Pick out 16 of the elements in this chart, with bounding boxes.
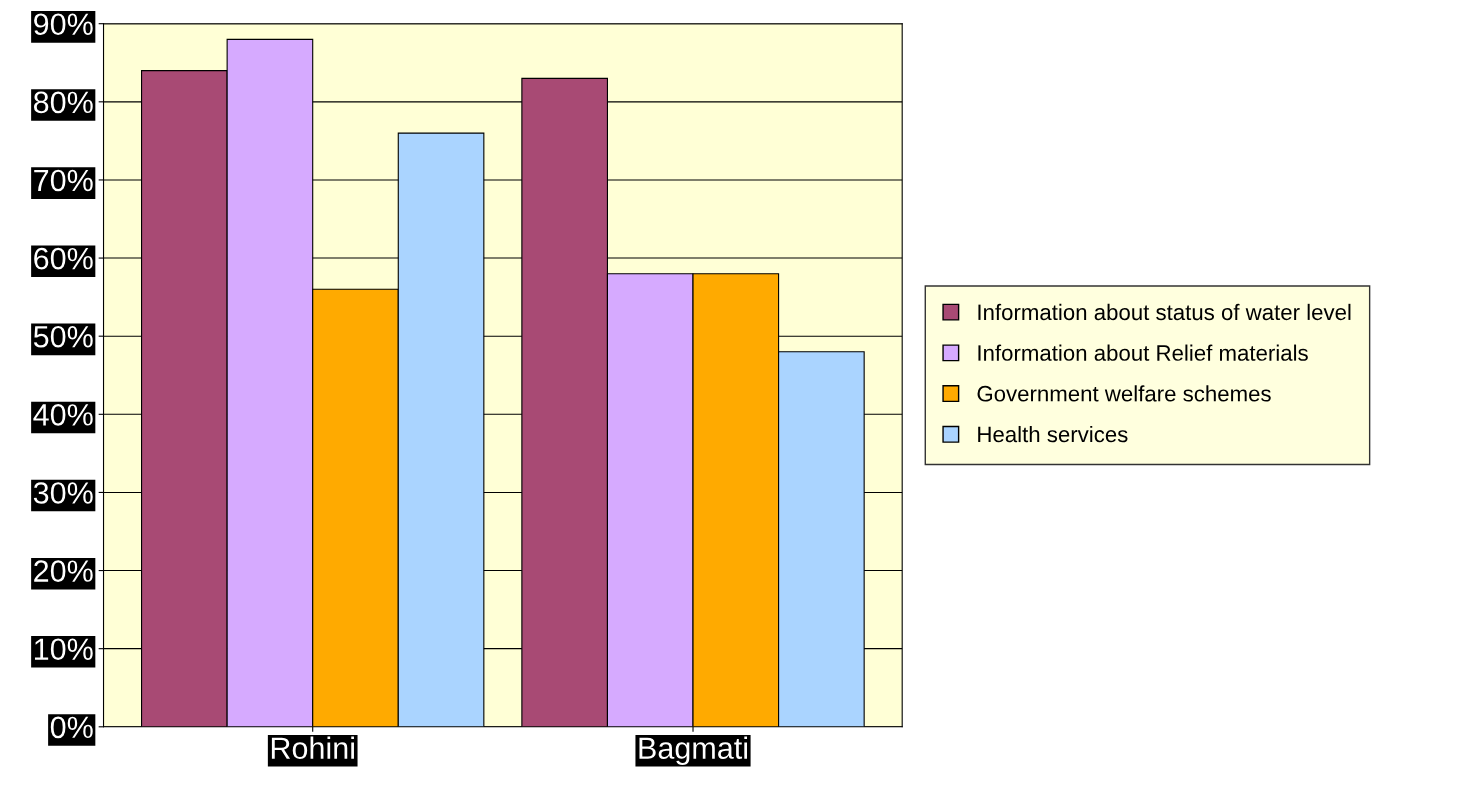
y-tick-label: 10%: [34, 638, 93, 661]
legend-label: Health services: [978, 425, 1128, 443]
y-tick-label: 50%: [33, 325, 93, 348]
y-tick-label: 30%: [33, 482, 93, 504]
y-tick-label: 70%: [34, 169, 93, 192]
legend-label: Information about status of water level: [978, 303, 1351, 321]
y-tick-label: 20%: [34, 560, 93, 582]
y-tick-label: 0%: [50, 716, 93, 739]
y-tick-label: 40%: [33, 404, 93, 426]
y-tick-label: 80%: [33, 91, 93, 114]
legend-label: Government welfare schemes: [977, 385, 1271, 402]
x-tick-label: Bagmati: [639, 736, 748, 766]
y-tick-label: 90%: [34, 13, 93, 36]
x-tick-label: Rohini: [271, 736, 354, 759]
y-tick-label: 60%: [34, 247, 93, 270]
legend-label: Information about Relief materials: [978, 344, 1308, 361]
